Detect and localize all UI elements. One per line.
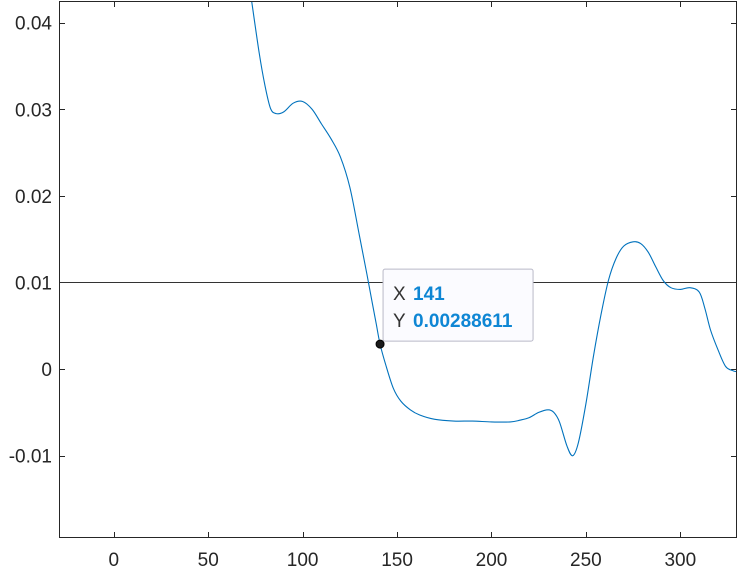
y-tick-label: -0.01 [9, 447, 52, 468]
x-tick-label: 250 [570, 550, 602, 570]
x-axis-tick-labels: 0 50 100 150 200 250 300 [108, 550, 696, 570]
datatip-y-label: Y [393, 311, 406, 332]
x-tick-label: 150 [381, 550, 413, 570]
x-tick-label: 200 [476, 550, 508, 570]
x-tick-label: 300 [664, 550, 696, 570]
x-tick-label: 50 [198, 550, 219, 570]
datatip-x-label: X [393, 284, 406, 305]
datatip-x-value: 141 [413, 284, 445, 305]
series-line[interactable] [251, 1, 737, 457]
y-axis-tick-labels: -0.01 0 0.01 0.02 0.03 0.04 [9, 14, 53, 468]
x-tick-label: 100 [287, 550, 319, 570]
axes-box [59, 1, 737, 538]
datatip-box [382, 268, 534, 342]
datatip-y-value: 0.00288611 [413, 311, 513, 332]
x-tick-label: 0 [108, 550, 119, 570]
y-tick-label: 0.04 [15, 14, 52, 35]
y-tick-label: 0.03 [15, 100, 52, 121]
datatip-marker[interactable] [375, 339, 385, 349]
y-tick-label: 0 [41, 360, 52, 381]
y-tick-label: 0.01 [15, 273, 52, 294]
y-tick-label: 0.02 [15, 187, 52, 208]
datatip[interactable]: X 141 Y 0.00288611 [375, 268, 534, 349]
